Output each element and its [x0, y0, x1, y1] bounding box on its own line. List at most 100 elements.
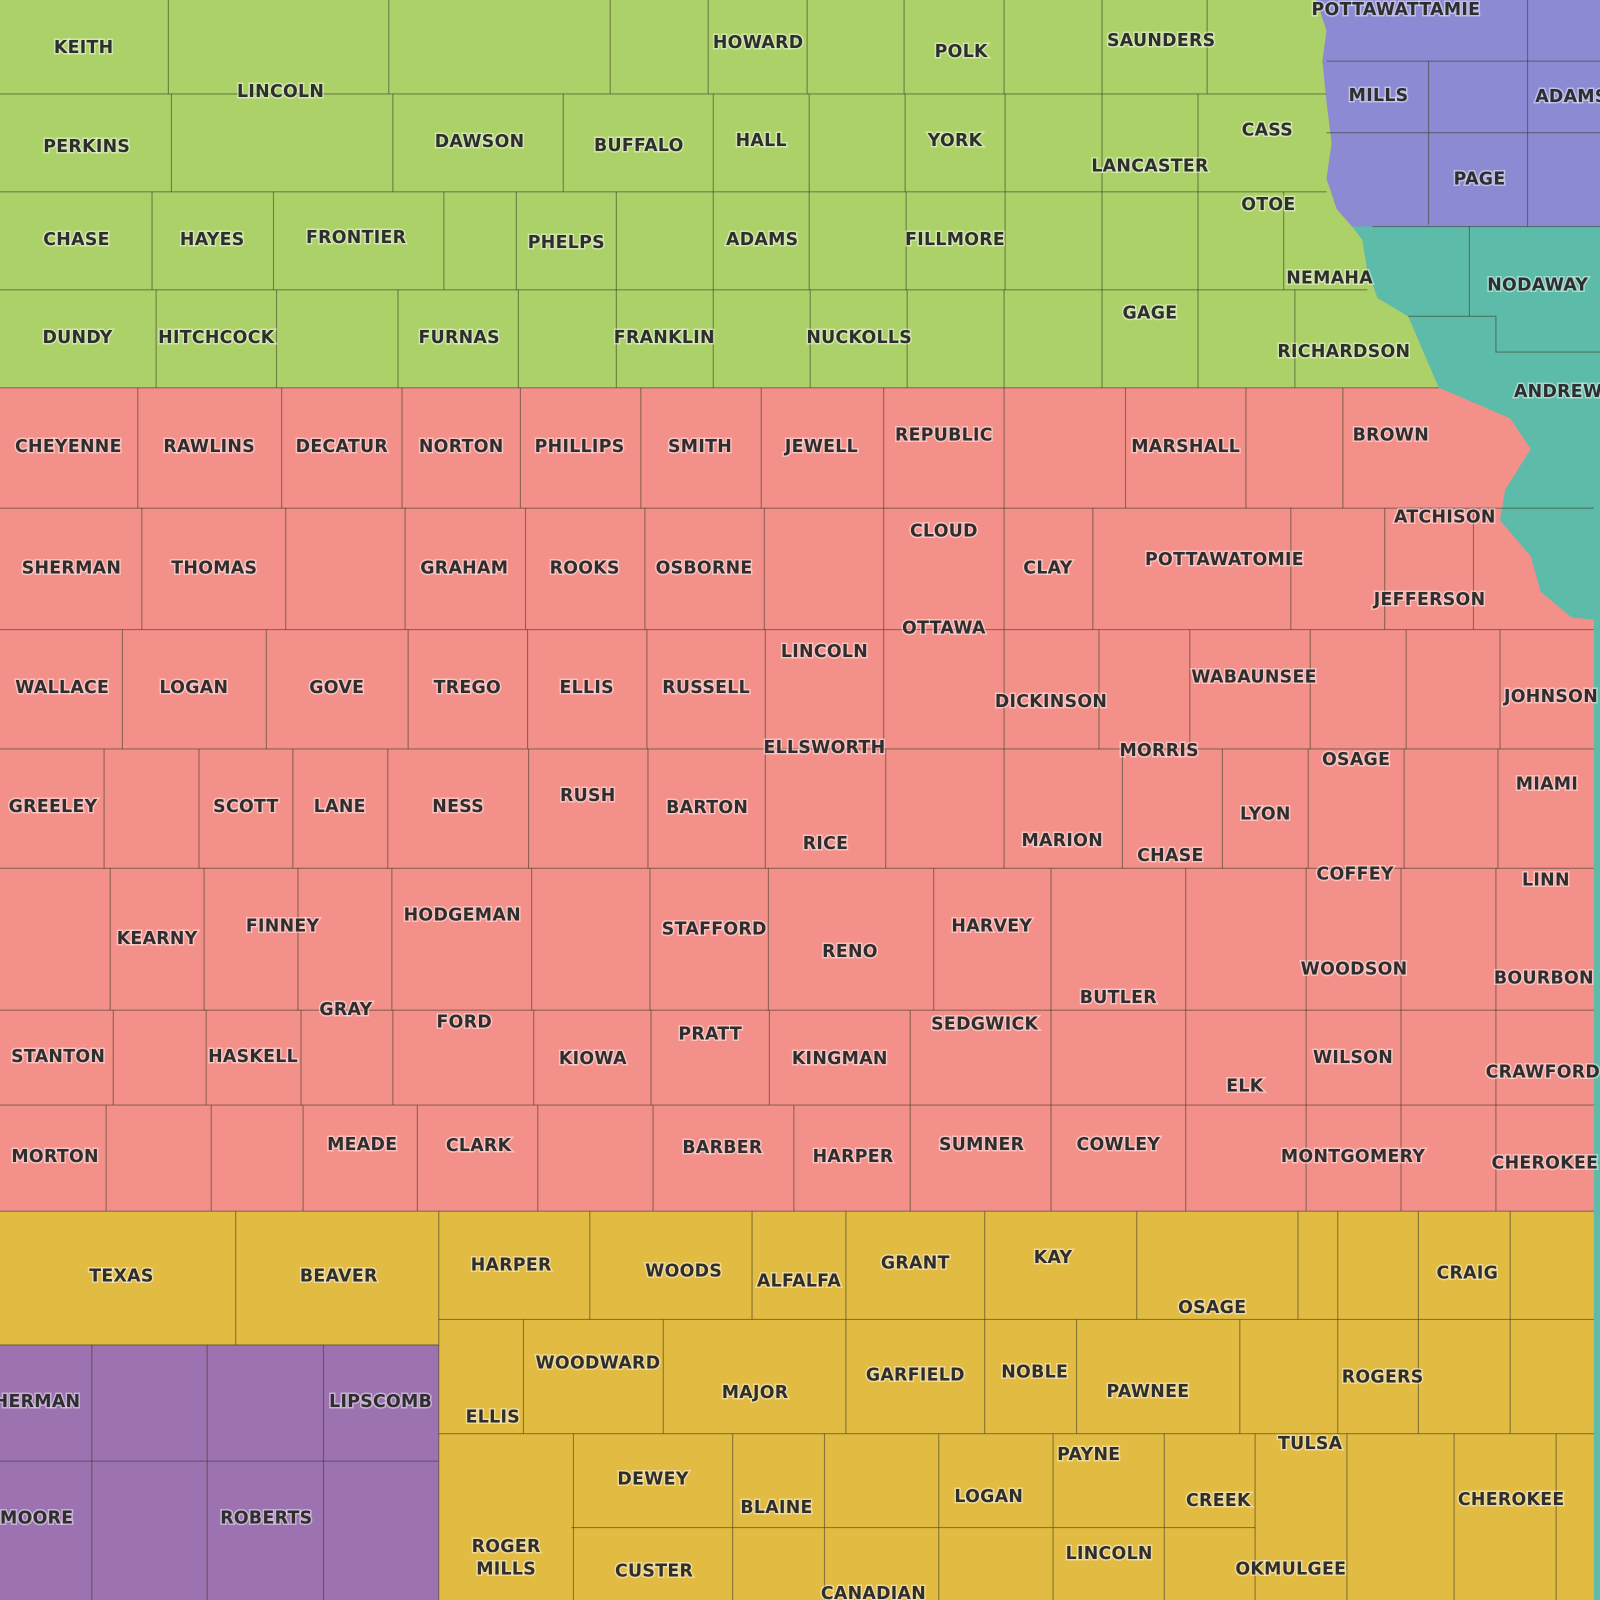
region-nebraska[interactable] — [0, 0, 1439, 388]
county-label-kansas-harvey: HARVEY — [951, 917, 1032, 937]
county-label-kansas-cloud: CLOUD — [910, 522, 978, 542]
county-label-oklahoma-garfield: GARFIELD — [866, 1366, 965, 1386]
county-label-nebraska-lancaster: LANCASTER — [1091, 156, 1208, 176]
county-label-kansas-thomas: THOMAS — [171, 558, 257, 578]
county-label-nebraska-hall: HALL — [736, 131, 787, 151]
county-label-nebraska-perkins: PERKINS — [43, 137, 130, 157]
county-label-iowa-pottawattamie: POTTAWATTAMIE — [1312, 0, 1481, 20]
county-label-oklahoma-dewey: DEWEY — [617, 1470, 688, 1490]
county-label-nebraska-franklin: FRANKLIN — [614, 328, 715, 348]
county-label-kansas-marshall: MARSHALL — [1131, 437, 1240, 457]
county-label-kansas-logan: LOGAN — [159, 678, 228, 698]
county-label-kansas-sherman: SHERMAN — [22, 558, 121, 578]
county-label-kansas-kiowa: KIOWA — [559, 1049, 627, 1069]
county-label-oklahoma-osage: OSAGE — [1178, 1298, 1246, 1318]
county-label-oklahoma-creek: CREEK — [1186, 1491, 1251, 1511]
county-label-nebraska-polk: POLK — [935, 42, 988, 62]
county-label-oklahoma-beaver: BEAVER — [300, 1267, 378, 1287]
county-label-kansas-rawlins: RAWLINS — [163, 437, 255, 457]
region-texas[interactable] — [0, 1344, 439, 1600]
region-missouri-east[interactable] — [1593, 612, 1600, 1600]
county-label-oklahoma-canadian: CANADIAN — [821, 1584, 926, 1600]
county-label-kansas-scott: SCOTT — [213, 797, 279, 817]
county-label-nebraska-cass: CASS — [1242, 121, 1294, 141]
county-label-kansas-meade: MEADE — [327, 1135, 397, 1155]
county-label-oklahoma-lincoln: LINCOLN — [1066, 1544, 1153, 1564]
county-label-nebraska-dawson: DAWSON — [435, 132, 525, 152]
county-label-kansas-clark: CLARK — [446, 1136, 512, 1156]
county-label-kansas-brown: BROWN — [1353, 426, 1429, 446]
county-label-kansas-elk: ELK — [1226, 1077, 1263, 1097]
county-label-kansas-dickinson: DICKINSON — [995, 692, 1107, 712]
region-iowa[interactable] — [1316, 0, 1600, 227]
county-label-kansas-atchison: ATCHISON — [1394, 507, 1496, 527]
county-label-texas-roberts: ROBERTS — [220, 1508, 312, 1528]
county-label-kansas-haskell: HASKELL — [208, 1047, 298, 1067]
county-label-kansas-pratt: PRATT — [678, 1025, 742, 1045]
county-label-nebraska-richardson: RICHARDSON — [1277, 342, 1410, 362]
county-label-texas-sherman: SHERMAN — [0, 1392, 80, 1412]
county-label-texas-moore: MOORE — [0, 1508, 73, 1528]
county-label-oklahoma-roger-mills: ROGER MILLS — [472, 1537, 541, 1579]
county-label-kansas-lyon: LYON — [1240, 804, 1291, 824]
county-label-kansas-woodson: WOODSON — [1301, 959, 1408, 979]
county-label-oklahoma-woods: WOODS — [645, 1261, 722, 1281]
county-label-kansas-johnson: JOHNSON — [1503, 687, 1598, 707]
county-label-kansas-russell: RUSSELL — [662, 678, 750, 698]
county-label-kansas-chase: CHASE — [1137, 846, 1203, 866]
county-label-nebraska-york: YORK — [927, 131, 983, 151]
county-label-nebraska-nemaha: NEMAHA — [1286, 269, 1373, 289]
county-label-kansas-wilson: WILSON — [1313, 1048, 1393, 1068]
county-label-missouri-andrew: ANDREW — [1514, 382, 1600, 402]
county-label-nebraska-buffalo: BUFFALO — [594, 136, 684, 156]
county-label-kansas-clay: CLAY — [1023, 558, 1072, 578]
county-label-kansas-linn: LINN — [1522, 871, 1570, 891]
county-label-kansas-lincoln: LINCOLN — [781, 642, 868, 662]
county-label-kansas-sedgwick: SEDGWICK — [931, 1014, 1038, 1034]
county-label-kansas-montgomery: MONTGOMERY — [1281, 1147, 1425, 1167]
county-label-oklahoma-grant: GRANT — [881, 1253, 950, 1273]
county-label-iowa-mills: MILLS — [1349, 86, 1409, 106]
county-label-kansas-butler: BUTLER — [1080, 988, 1157, 1008]
county-label-kansas-osage: OSAGE — [1322, 750, 1390, 770]
county-label-kansas-norton: NORTON — [419, 437, 504, 457]
county-label-kansas-barber: BARBER — [682, 1138, 762, 1158]
county-label-kansas-bourbon: BOURBON — [1494, 969, 1594, 989]
county-label-kansas-kingman: KINGMAN — [792, 1049, 888, 1069]
county-label-oklahoma-logan: LOGAN — [954, 1487, 1023, 1507]
county-label-nebraska-saunders: SAUNDERS — [1107, 31, 1215, 51]
region-kansas[interactable] — [0, 387, 1600, 1212]
county-label-kansas-morton: MORTON — [11, 1147, 98, 1167]
county-label-kansas-ellis: ELLIS — [560, 678, 614, 698]
county-label-kansas-rush: RUSH — [560, 786, 616, 806]
county-label-kansas-sumner: SUMNER — [939, 1135, 1024, 1155]
county-label-texas-lipscomb: LIPSCOMB — [329, 1392, 432, 1412]
county-label-oklahoma-texas: TEXAS — [89, 1267, 153, 1287]
county-label-oklahoma-noble: NOBLE — [1001, 1362, 1068, 1382]
county-label-nebraska-frontier: FRONTIER — [306, 228, 406, 248]
county-label-nebraska-fillmore: FILLMORE — [905, 230, 1005, 250]
region-missouri[interactable] — [1352, 226, 1600, 621]
county-label-kansas-phillips: PHILLIPS — [535, 437, 625, 457]
county-label-kansas-graham: GRAHAM — [420, 558, 508, 578]
county-label-nebraska-nuckolls: NUCKOLLS — [806, 328, 912, 348]
county-label-iowa-page: PAGE — [1454, 170, 1506, 190]
county-label-kansas-reno: RENO — [822, 942, 878, 962]
county-label-kansas-gray: GRAY — [319, 1000, 372, 1020]
county-label-kansas-kearny: KEARNY — [117, 929, 198, 949]
county-label-oklahoma-pawnee: PAWNEE — [1107, 1382, 1190, 1402]
county-label-nebraska-lincoln: LINCOLN — [237, 82, 324, 102]
county-label-kansas-ottawa: OTTAWA — [902, 619, 986, 639]
county-label-kansas-harper: HARPER — [813, 1147, 894, 1167]
county-label-kansas-stafford: STAFFORD — [662, 920, 767, 940]
county-label-kansas-jefferson: JEFFERSON — [1373, 590, 1486, 610]
county-label-nebraska-adams: ADAMS — [726, 230, 798, 250]
county-label-kansas-jewell: JEWELL — [784, 437, 858, 457]
county-label-kansas-greeley: GREELEY — [9, 797, 98, 817]
county-label-oklahoma-rogers: ROGERS — [1342, 1368, 1424, 1388]
county-label-oklahoma-kay: KAY — [1034, 1248, 1073, 1268]
county-label-kansas-cheyenne: CHEYENNE — [15, 437, 122, 457]
county-label-oklahoma-okmulgee: OKMULGEE — [1235, 1559, 1346, 1579]
